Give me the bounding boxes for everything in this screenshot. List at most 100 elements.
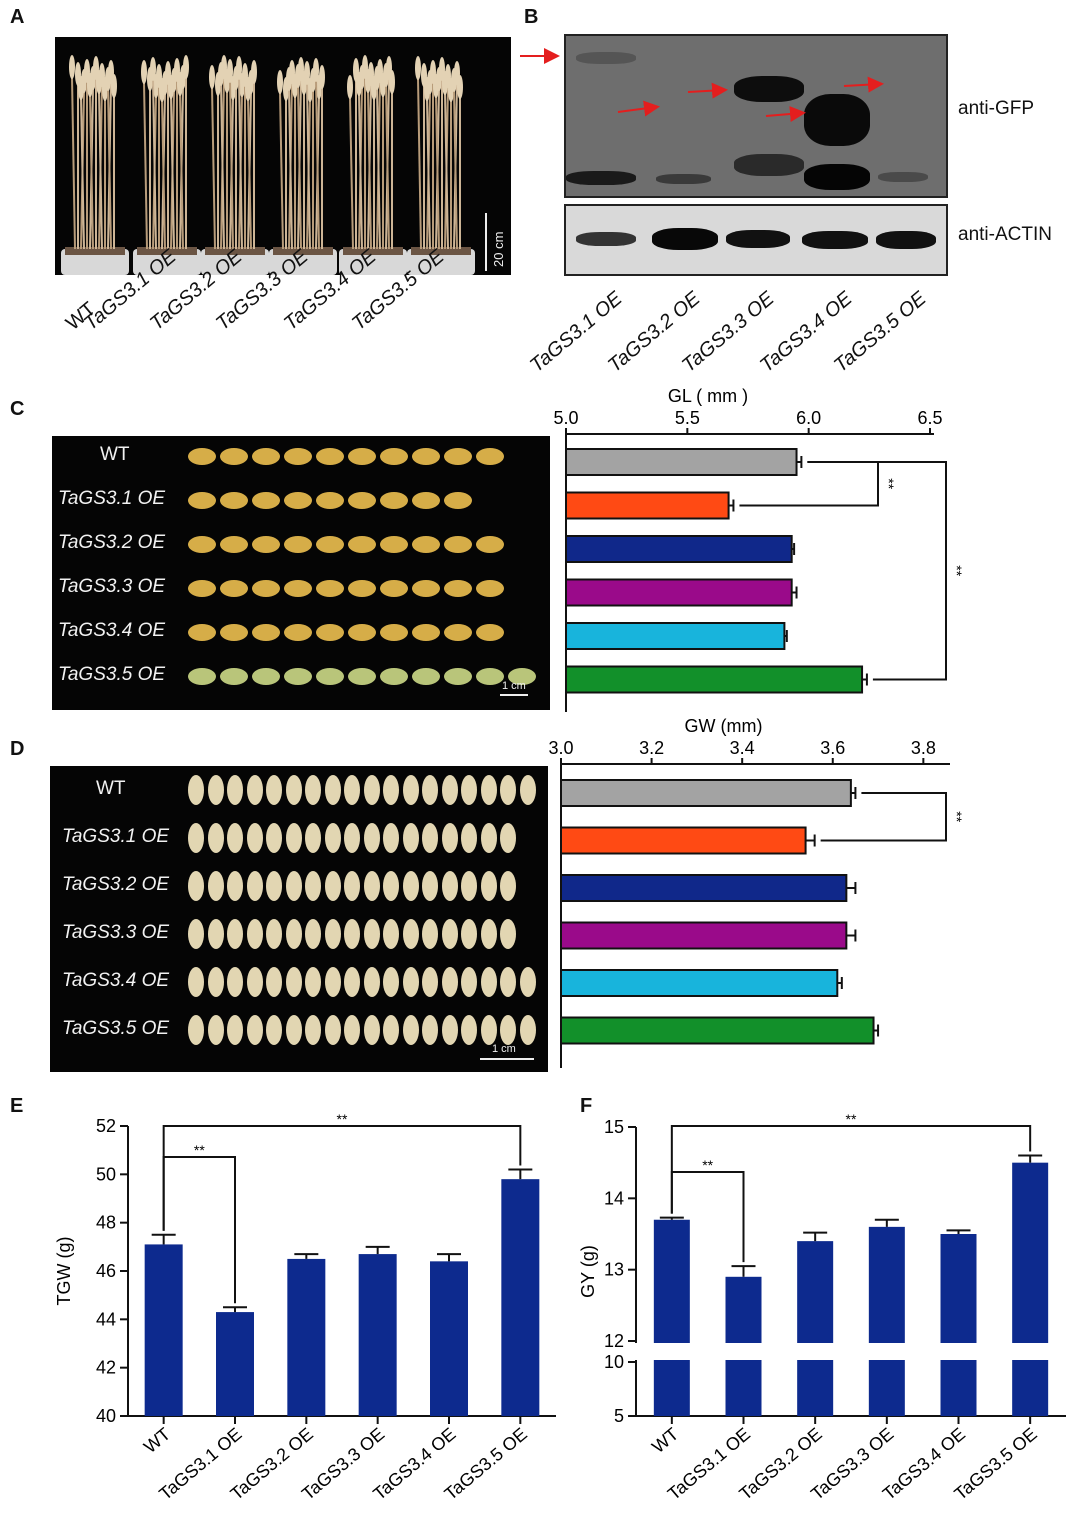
plant-photo: 20 cm: [55, 37, 511, 275]
spike: [245, 77, 251, 101]
bar: [565, 622, 786, 650]
seed: [324, 775, 341, 805]
seed: [188, 871, 204, 901]
seed-row-label: TaGS3.1 OE: [62, 826, 170, 847]
seed: [402, 1015, 419, 1045]
seed: [363, 871, 380, 901]
stem: [152, 78, 157, 250]
seed: [285, 775, 302, 805]
plant-photo-drawing: [61, 55, 475, 275]
y-axis-label: TGW (g): [54, 1237, 74, 1306]
seed: [305, 871, 321, 901]
pot: [201, 249, 269, 275]
seed: [444, 623, 472, 641]
stem: [107, 88, 112, 250]
spike: [304, 61, 310, 85]
bar: [565, 578, 793, 607]
panel-label-e: E: [10, 1095, 24, 1117]
x-tick-label: 3.0: [548, 738, 573, 758]
spike: [313, 58, 319, 82]
seed-row-label: TaGS3.3 OE: [58, 576, 166, 597]
grain-width-scale-label: 1 cm: [492, 1043, 516, 1055]
seed: [508, 667, 536, 685]
seed: [220, 491, 248, 509]
spike: [383, 63, 389, 87]
y-tick-label: 12: [604, 1331, 624, 1351]
seed: [519, 967, 536, 997]
seed: [305, 775, 321, 805]
bar: [144, 1244, 183, 1416]
spike: [105, 67, 111, 91]
seed-row-label: TaGS3.1 OE: [58, 488, 166, 509]
band: [576, 52, 636, 64]
seed-row-label: TaGS3.2 OE: [62, 874, 170, 895]
seed: [227, 871, 243, 901]
seed: [402, 823, 419, 853]
seed: [246, 775, 263, 805]
spike: [286, 67, 292, 91]
seed: [402, 919, 419, 949]
seed: [476, 579, 504, 597]
y-tick-label: 14: [604, 1188, 624, 1208]
seed: [246, 823, 263, 853]
seed: [305, 823, 321, 853]
seed: [207, 967, 224, 997]
band: [656, 174, 711, 184]
seed: [402, 775, 419, 805]
spike: [141, 60, 147, 84]
seed: [412, 579, 440, 597]
spike: [319, 65, 325, 89]
seed: [461, 871, 477, 901]
stem: [435, 95, 440, 250]
y-tick-label: 15: [604, 1117, 624, 1137]
seed: [480, 823, 497, 853]
seed: [348, 491, 376, 509]
seed: [363, 775, 380, 805]
seed: [402, 967, 419, 997]
band: [804, 164, 870, 190]
bar: [501, 1179, 540, 1416]
stem: [229, 80, 234, 250]
seed: [444, 535, 472, 553]
seed: [363, 823, 380, 853]
chart-title: GW (mm): [685, 716, 763, 736]
seed: [480, 1015, 497, 1045]
y-tick-label: 48: [96, 1213, 116, 1233]
spike: [168, 75, 174, 99]
pot: [339, 249, 407, 275]
seed: [305, 919, 321, 949]
seed: [519, 775, 536, 805]
stem: [170, 96, 175, 250]
x-tick-label: 6.5: [917, 408, 942, 428]
seed: [305, 1015, 321, 1045]
stem: [385, 84, 390, 250]
y-tick-label: 50: [96, 1164, 116, 1184]
significance-stars: **: [702, 1157, 713, 1173]
stem: [426, 98, 431, 250]
seed: [284, 623, 312, 641]
seed: [316, 447, 344, 465]
bar: [940, 1234, 977, 1416]
seed: [383, 823, 399, 853]
seed: [363, 919, 380, 949]
stem: [315, 79, 320, 250]
seed: [284, 667, 312, 685]
seed: [266, 919, 282, 949]
seed: [441, 871, 458, 901]
spike: [389, 70, 395, 94]
stem: [211, 86, 216, 250]
spike: [209, 65, 215, 89]
spike: [433, 74, 439, 98]
y-tick-label: 40: [96, 1406, 116, 1426]
seed: [252, 623, 280, 641]
stem: [179, 93, 184, 250]
seed: [480, 775, 497, 805]
band: [652, 228, 718, 250]
y-axis-label: GY (g): [578, 1245, 598, 1298]
stem: [247, 98, 252, 250]
grain-length-scale-label: 1 cm: [502, 680, 526, 692]
significance-stars: **: [337, 1111, 348, 1127]
y-tick-label: 42: [96, 1358, 116, 1378]
seed: [246, 919, 263, 949]
seed: [252, 447, 280, 465]
